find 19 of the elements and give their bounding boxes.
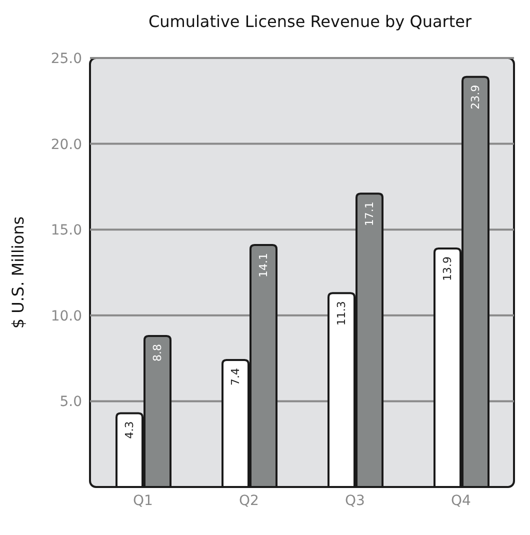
data-label: 23.9 — [469, 84, 482, 110]
x-tick-label: Q4 — [451, 492, 472, 509]
data-label: 7.4 — [229, 368, 242, 386]
y-tick-label: 5.0 — [60, 394, 82, 410]
y-tick-label: 20.0 — [50, 136, 82, 153]
x-tick-label: Q2 — [239, 492, 259, 509]
data-label: 4.3 — [123, 421, 136, 439]
data-label: 17.1 — [363, 202, 376, 226]
data-label: 11.3 — [335, 301, 348, 326]
y-tick-label: 15.0 — [50, 222, 82, 239]
chart-title: Cumulative License Revenue by Quarter — [147, 12, 473, 31]
x-tick-label: Q1 — [133, 492, 153, 509]
data-label: 13.9 — [441, 256, 454, 281]
y-tick-label: 25.0 — [50, 50, 82, 67]
y-axis-title: $ U.S. Millions — [8, 216, 28, 329]
y-tick-label: 10.0 — [50, 308, 82, 324]
data-label: 14.1 — [257, 253, 270, 278]
x-tick-label: Q3 — [345, 492, 365, 509]
data-label: 8.8 — [151, 344, 164, 362]
